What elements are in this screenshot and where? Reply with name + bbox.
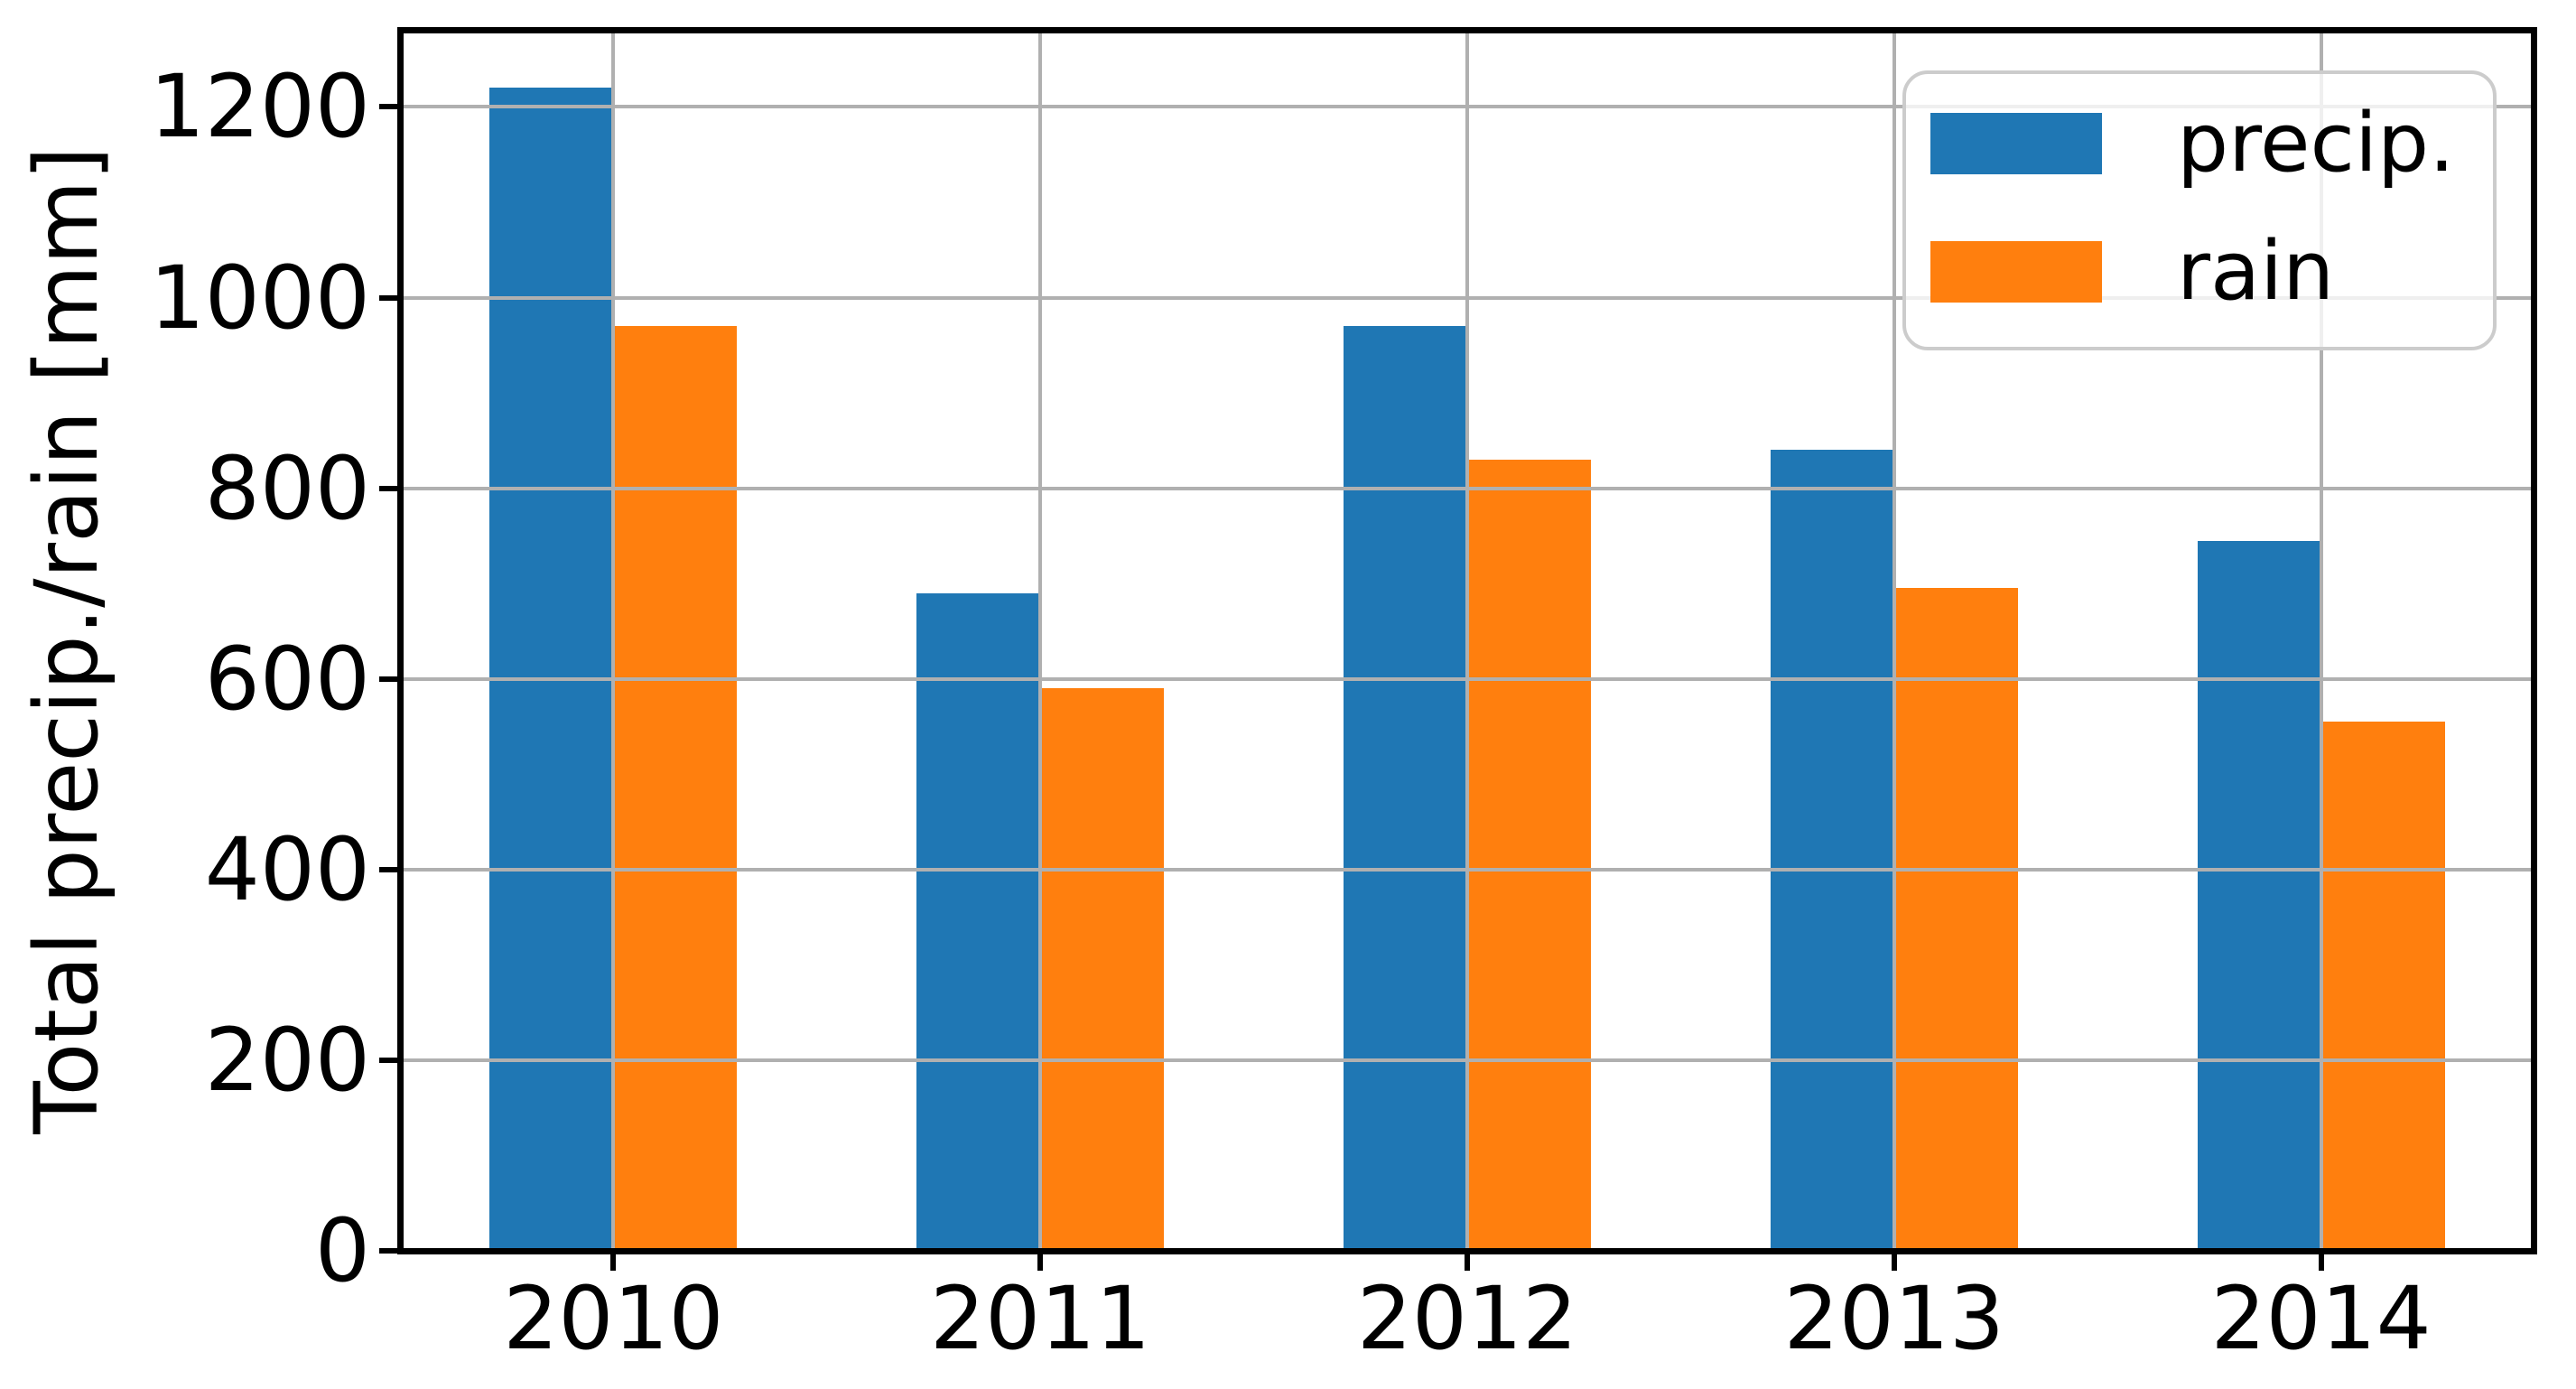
y-tick-600 [379, 676, 398, 682]
gridline-x-2011 [1038, 30, 1043, 1251]
y-tick-800 [379, 485, 398, 491]
bar-precip-2011 [916, 592, 1041, 1251]
x-tick-label-2012: 2012 [1356, 1268, 1578, 1369]
x-tick-2012 [1465, 1254, 1470, 1271]
y-tick-label-600: 600 [204, 628, 370, 730]
y-tick-label-0: 0 [314, 1200, 370, 1301]
x-tick-label-2014: 2014 [2210, 1268, 2432, 1369]
x-tick-label-2011: 2011 [930, 1268, 1151, 1369]
bar-rain-2014 [2320, 722, 2445, 1251]
y-tick-400 [379, 866, 398, 872]
y-tick-1200 [379, 104, 398, 110]
x-tick-label-2010: 2010 [503, 1268, 724, 1369]
y-tick-200 [379, 1057, 398, 1063]
x-tick-2013 [1891, 1254, 1897, 1271]
top-spine [397, 27, 2537, 33]
y-tick-label-400: 400 [204, 818, 370, 920]
x-tick-2011 [1037, 1254, 1044, 1271]
bar-rain-2011 [1040, 688, 1165, 1251]
bar-precip-2013 [1770, 450, 1894, 1251]
x-tick-2010 [610, 1254, 617, 1271]
legend-label-rain: rain [2177, 224, 2335, 319]
y-tick-label-1200: 1200 [149, 56, 370, 158]
legend-swatch-rain-icon [1930, 241, 2102, 303]
bar-rain-2010 [613, 326, 738, 1251]
bar-precip-2012 [1344, 326, 1467, 1251]
gridline-x-2013 [1892, 30, 1896, 1251]
y-tick-label-800: 800 [204, 437, 370, 539]
x-tick-label-2013: 2013 [1783, 1268, 2004, 1369]
x-tick-2014 [2318, 1254, 2324, 1271]
y-axis-spine [397, 27, 404, 1254]
x-axis-spine [397, 1248, 2537, 1254]
bar-rain-2013 [1893, 588, 2018, 1251]
bar-rain-2012 [1467, 459, 1591, 1251]
gridline-x-2010 [611, 30, 616, 1251]
legend: precip. rain [1902, 70, 2497, 350]
gridline-x-2012 [1465, 30, 1469, 1251]
bar-precip-2014 [2197, 540, 2321, 1251]
y-tick-0 [379, 1248, 398, 1254]
y-tick-label-200: 200 [204, 1009, 370, 1111]
legend-swatch-precip-icon [1930, 113, 2102, 174]
y-tick-label-1000: 1000 [149, 247, 370, 349]
y-tick-1000 [379, 294, 398, 301]
legend-label-precip: precip. [2177, 96, 2455, 191]
gridline-x-2014 [2319, 30, 2323, 1251]
bar-precip-2010 [489, 88, 614, 1251]
plot-area [400, 30, 2534, 1251]
right-spine [2531, 27, 2537, 1254]
